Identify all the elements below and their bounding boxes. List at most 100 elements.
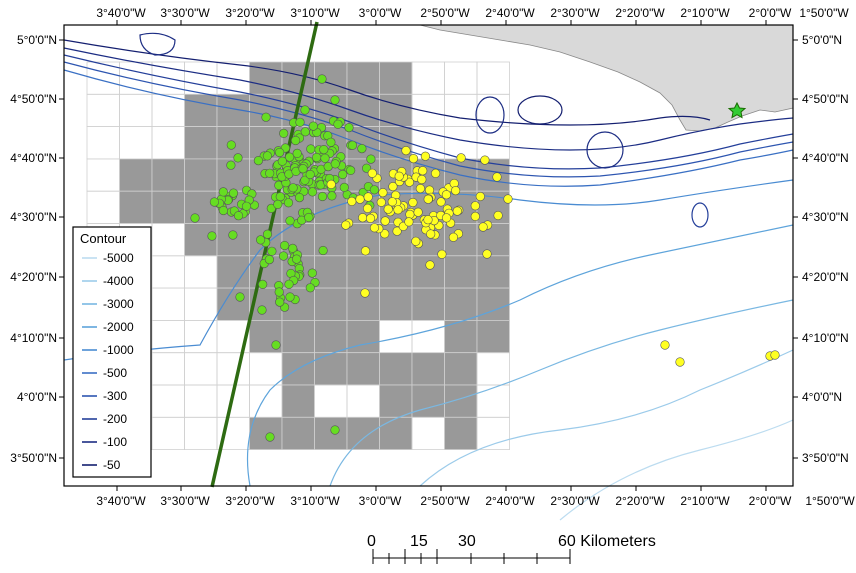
scale-bar: 0 15 30 60 Kilometers [367, 533, 656, 564]
yellow-point [423, 215, 433, 225]
grid-cell [476, 416, 510, 450]
yellow-point [388, 182, 398, 192]
grid-cell [314, 319, 348, 354]
yellow-point [383, 204, 393, 214]
top-lon-label: 3°20'0"W [225, 6, 275, 20]
yellow-point [408, 197, 418, 208]
yellow-point [360, 288, 370, 298]
yellow-point [482, 249, 492, 259]
grid-cell [249, 384, 283, 418]
bottom-lon-label: 3°40'0"W [96, 494, 146, 508]
yellow-point [660, 340, 670, 350]
grid-cell [476, 352, 510, 386]
green-point [277, 156, 287, 166]
green-point [285, 152, 295, 162]
green-point [362, 163, 372, 173]
contour-3000 [329, 299, 794, 487]
green-point [305, 283, 315, 293]
green-point [347, 140, 358, 150]
green-point [262, 229, 273, 239]
grid-cell [184, 190, 218, 224]
right-lat-label: 4°10'0"N [802, 331, 849, 345]
grid-cell [216, 287, 250, 321]
yellow-point [448, 232, 459, 242]
green-point [265, 168, 275, 178]
green-point [366, 154, 376, 164]
green-point [320, 153, 330, 163]
grid-cell [151, 255, 185, 289]
yellow-point [405, 209, 415, 219]
yellow-point [363, 192, 373, 202]
grid-cell [346, 352, 380, 386]
top-lon-label: 3°40'0"W [96, 6, 146, 20]
green-point [369, 185, 380, 195]
green-point [218, 205, 228, 216]
green-point [265, 432, 275, 442]
yellow-point [436, 197, 446, 207]
green-point [288, 243, 298, 253]
legend-label: -300 [103, 389, 127, 403]
bottom-lon-label: 3°0'0"W [359, 494, 402, 508]
green-point [330, 159, 340, 169]
top-lon-label: 1°50'0"W [799, 6, 849, 20]
green-point [235, 292, 245, 302]
top-lon-label: 2°20'0"W [615, 6, 665, 20]
grid-cell [184, 352, 218, 386]
grid-cell [184, 93, 218, 128]
top-lon-label: 2°0'0"W [749, 6, 792, 20]
yellow-point [387, 197, 397, 207]
grid-cell [184, 255, 218, 289]
left-lat-label: 4°40'0"N [10, 151, 57, 165]
green-point [256, 235, 266, 245]
grid-cell [444, 93, 478, 128]
grid-cell [476, 287, 510, 321]
yellow-point [347, 196, 357, 206]
green-point [275, 192, 285, 202]
green-point [304, 212, 314, 223]
green-points-layer [190, 74, 380, 442]
top-lon-label: 3°0'0"W [359, 6, 402, 20]
contour-loop-2 [517, 95, 563, 125]
right-lat-label: 4°30'0"N [802, 210, 849, 224]
green-point [330, 425, 340, 435]
bottom-lon-label: 2°10'0"W [680, 494, 730, 508]
grid-cell [151, 190, 185, 224]
survey-track-line [210, 21, 319, 488]
yellow-point [404, 217, 414, 227]
grid-cell [346, 61, 380, 95]
contour-100 [63, 47, 794, 151]
grid-cell [314, 255, 348, 289]
green-point [218, 187, 228, 197]
grid-cell [379, 384, 413, 418]
yellow-point [378, 188, 388, 198]
grid-cell [119, 93, 153, 128]
green-point [307, 268, 317, 278]
yellow-point [431, 168, 441, 178]
green-point [278, 251, 289, 261]
yellow-point [413, 207, 423, 217]
grid-cell [119, 158, 153, 192]
legend-label: -200 [103, 412, 127, 426]
grid-cell [444, 352, 478, 386]
scale-label-60-km: 60 Kilometers [558, 533, 656, 550]
grid-cell [151, 287, 185, 321]
grid-cell [379, 61, 413, 95]
yellow-point [415, 184, 426, 194]
contour-50 [63, 39, 711, 126]
contour-legend: Contour -5000 -4000 -3000 -2000 -1000 -500 -30… [72, 226, 152, 478]
right-lat-label: 4°0'0"N [802, 390, 842, 404]
grid-cell [444, 61, 478, 95]
legend-label: -4000 [103, 274, 134, 288]
green-point [330, 95, 340, 105]
right-lat-label: 4°50'0"N [802, 92, 849, 106]
grid-cell [346, 319, 380, 354]
yellow-point [380, 229, 390, 239]
grid-cell [411, 93, 445, 128]
yellow-point [358, 213, 368, 223]
green-point [344, 122, 354, 133]
yellow-point [411, 236, 421, 246]
green-point [300, 105, 310, 115]
green-point [326, 137, 336, 147]
scale-label-15: 15 [410, 533, 428, 550]
grid-cell [444, 384, 478, 418]
